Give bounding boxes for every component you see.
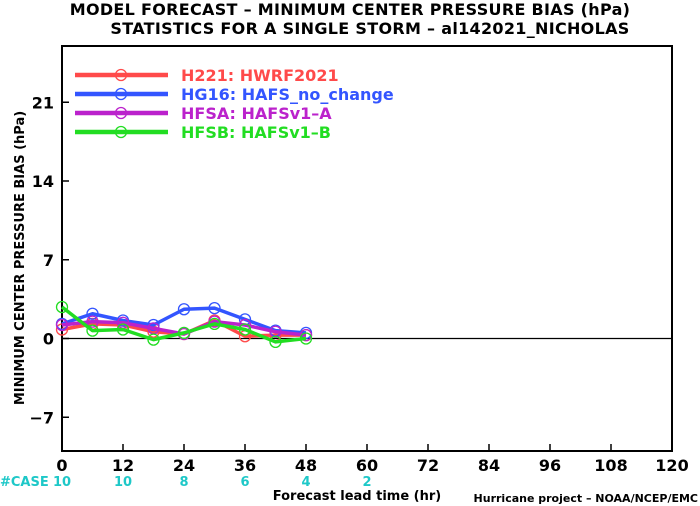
data-point bbox=[86, 307, 99, 320]
x-tick-label: 84 bbox=[478, 456, 500, 475]
data-point bbox=[238, 323, 252, 336]
data-point bbox=[55, 318, 69, 332]
legend-label: HG16: HAFS_no_change bbox=[181, 85, 394, 104]
data-point bbox=[299, 328, 313, 342]
x-tick-label: 108 bbox=[594, 456, 627, 475]
data-point bbox=[86, 315, 99, 328]
data-point bbox=[147, 333, 160, 346]
plot-frame bbox=[61, 45, 673, 452]
data-point bbox=[55, 300, 69, 314]
data-point bbox=[177, 326, 191, 340]
chart-title: MODEL FORECAST – MINIMUM CENTER PRESSURE… bbox=[69, 0, 631, 19]
x-tick-label: 48 bbox=[295, 456, 317, 475]
x-tick-label: 72 bbox=[417, 456, 439, 475]
data-point bbox=[147, 318, 160, 332]
legend-label: H221: HWRF2021 bbox=[181, 66, 339, 85]
data-point bbox=[116, 323, 130, 336]
case-count: 6 bbox=[240, 475, 249, 490]
case-count: 10 bbox=[114, 475, 132, 490]
legend-marker bbox=[114, 68, 128, 82]
legend-marker bbox=[114, 125, 128, 139]
case-count: 10 bbox=[53, 475, 71, 490]
data-point bbox=[177, 303, 191, 316]
series-3 bbox=[55, 300, 313, 349]
case-count: 4 bbox=[301, 475, 310, 490]
series-line bbox=[61, 306, 307, 335]
y-tick-label: 14 bbox=[32, 172, 54, 191]
x-axis-title: Forecast lead time (hr) bbox=[273, 489, 441, 504]
x-tick-label: 12 bbox=[112, 456, 134, 475]
x-tick-label: 24 bbox=[173, 456, 195, 475]
y-tick-label: 21 bbox=[32, 93, 54, 112]
y-tick-label: −7 bbox=[29, 408, 54, 427]
x-tick-label: 0 bbox=[56, 456, 67, 475]
case-count: 8 bbox=[179, 475, 188, 490]
x-tick-label: 96 bbox=[539, 456, 561, 475]
x-tick-label: 120 bbox=[655, 456, 688, 475]
y-tick-label: 7 bbox=[43, 251, 54, 270]
data-point bbox=[269, 335, 282, 349]
series-layer bbox=[55, 300, 313, 349]
data-point bbox=[86, 324, 99, 337]
legend-label: HFSB: HAFSv1–B bbox=[181, 123, 331, 142]
x-tick-label: 36 bbox=[234, 456, 256, 475]
data-point bbox=[299, 332, 313, 345]
credit-text: Hurricane project – NOAA/NCEP/EMC bbox=[474, 492, 698, 505]
data-point bbox=[208, 301, 221, 315]
series-line bbox=[60, 305, 307, 344]
case-counts: 10 10 8 6 4 2 bbox=[53, 475, 372, 490]
data-point bbox=[269, 325, 282, 338]
y-axis-title: MINIMUM CENTER PRESSURE BIAS (hPa) bbox=[13, 111, 28, 405]
legend-label: HFSA: HAFSv1–A bbox=[181, 104, 332, 123]
legend-marker bbox=[114, 87, 128, 101]
case-label: #CASE bbox=[0, 475, 49, 490]
axis-ticks: 0 12 24 36 48 60 72 84 96 108 120 −7 0 7 14 21 bbox=[29, 93, 688, 475]
x-tick-label: 60 bbox=[356, 456, 378, 475]
chart-subtitle: STATISTICS FOR A SINGLE STORM – al142021… bbox=[110, 19, 630, 38]
data-point bbox=[208, 317, 221, 331]
case-count: 2 bbox=[362, 475, 371, 490]
legend-marker bbox=[114, 106, 128, 120]
y-tick-label: 0 bbox=[43, 330, 54, 349]
